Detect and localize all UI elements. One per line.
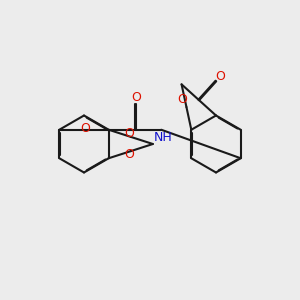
Text: O: O [124,128,134,140]
Text: O: O [131,91,141,104]
Text: O: O [177,93,187,106]
Text: NH: NH [153,131,172,144]
Text: O: O [215,70,225,83]
Text: O: O [124,148,134,160]
Text: O: O [80,122,90,135]
